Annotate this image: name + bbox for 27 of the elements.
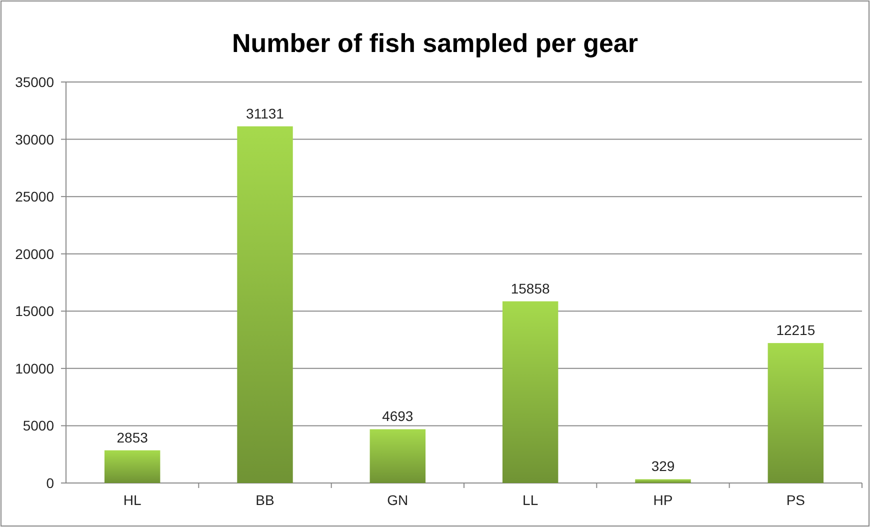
data-label: 12215 [776,322,816,338]
chart-title: Number of fish sampled per gear [232,28,638,58]
y-tick-label: 0 [46,475,54,491]
data-label: 2853 [116,429,148,446]
bar [768,343,824,483]
x-tick-label: GN [387,492,408,508]
x-tick-label: BB [256,492,274,508]
data-label: 329 [651,458,675,474]
bar [502,301,558,483]
y-tick-label: 20000 [15,246,54,262]
y-tick-label: 25000 [15,188,54,205]
bar [370,429,426,483]
x-tick-label: HL [123,492,142,508]
bar [104,450,160,483]
data-label: 31131 [246,105,284,122]
data-label: 15858 [510,280,550,296]
data-label: 4693 [382,408,414,424]
x-tick-label: HP [653,492,673,508]
x-tick-label: LL [522,492,538,508]
bar [237,126,293,483]
x-tick-label: PS [786,492,806,508]
y-tick-label: 15000 [15,303,54,320]
y-tick-label: 5000 [22,418,54,434]
y-tick-label: 10000 [15,360,54,376]
y-tick-label: 35000 [15,74,54,90]
y-tick-label: 30000 [15,131,54,148]
bar [635,479,691,483]
